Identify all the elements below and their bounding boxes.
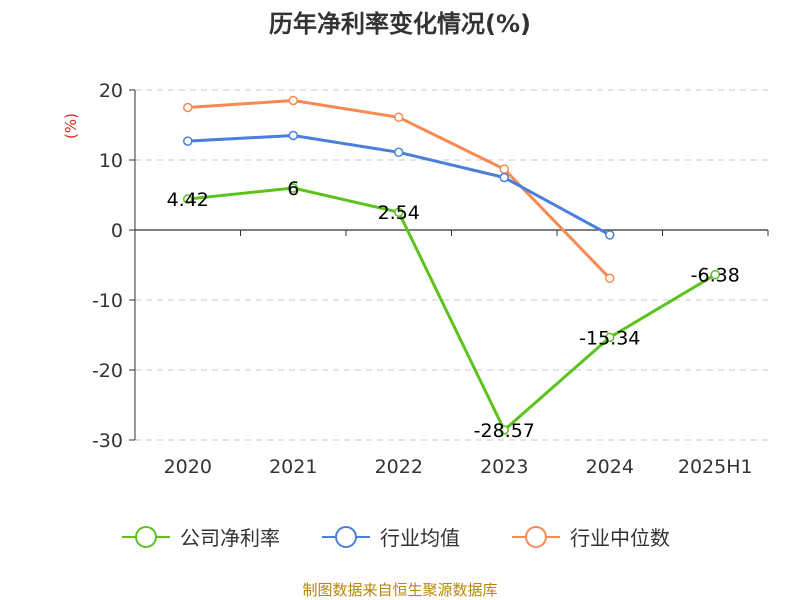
data-label: 6 — [287, 178, 299, 200]
x-tick-label: 2021 — [269, 456, 317, 478]
series-line — [187, 99, 611, 280]
data-label: 4.42 — [167, 189, 209, 211]
legend-swatch-marker — [135, 526, 157, 548]
data-label: -6.38 — [691, 265, 740, 287]
x-tick-label: 2023 — [480, 456, 528, 478]
x-tick-label: 2022 — [375, 456, 423, 478]
axes: 20 10 0 -10 -20 -30 2020 2021 2022 2023 2024 2025H1 — [92, 80, 769, 478]
x-tick-label: 2024 — [586, 456, 634, 478]
chart-title: 历年净利率变化情况(%) — [269, 10, 531, 38]
data-point — [710, 269, 720, 280]
legend-label: 行业均值 — [380, 526, 460, 550]
data-point — [288, 183, 298, 193]
legend: 公司净利率 行业均值 行业中位数 — [122, 526, 670, 550]
data-point — [288, 130, 298, 141]
legend-label: 公司净利率 — [180, 526, 280, 550]
y-tick-label: -10 — [92, 290, 123, 312]
legend-label: 行业中位数 — [570, 526, 670, 550]
data-point — [394, 207, 404, 217]
x-tick-label: 2020 — [164, 456, 212, 478]
series-line — [187, 186, 717, 432]
y-tick-label: 0 — [111, 220, 123, 242]
data-point — [605, 273, 615, 284]
y-tick-label: -20 — [92, 360, 123, 382]
data-point — [394, 147, 404, 158]
data-point — [288, 95, 298, 106]
data-point — [394, 112, 404, 123]
y-tick-label: -30 — [92, 430, 123, 452]
legend-swatch-marker — [335, 526, 357, 548]
x-tick-label: 2025H1 — [678, 456, 753, 478]
series-lines — [183, 95, 720, 435]
y-axis-label: (%) — [62, 113, 80, 139]
data-point — [605, 332, 615, 343]
data-point — [499, 164, 509, 174]
data-label: -15.34 — [579, 327, 640, 349]
source-note: 制图数据来自恒生聚源数据库 — [302, 581, 497, 599]
y-tick-label: 10 — [99, 150, 123, 172]
legend-swatch-marker — [525, 526, 547, 548]
data-point — [183, 136, 193, 146]
data-point — [183, 102, 193, 113]
data-point — [183, 194, 193, 204]
data-labels: 4.42 6 2.54 -28.57 -15.34 -6.38 — [167, 178, 740, 442]
data-point — [605, 230, 615, 240]
y-tick-label: 20 — [99, 80, 123, 102]
data-label: -28.57 — [474, 420, 535, 442]
data-point — [499, 172, 509, 183]
data-label: 2.54 — [378, 202, 420, 224]
data-point — [499, 425, 509, 435]
